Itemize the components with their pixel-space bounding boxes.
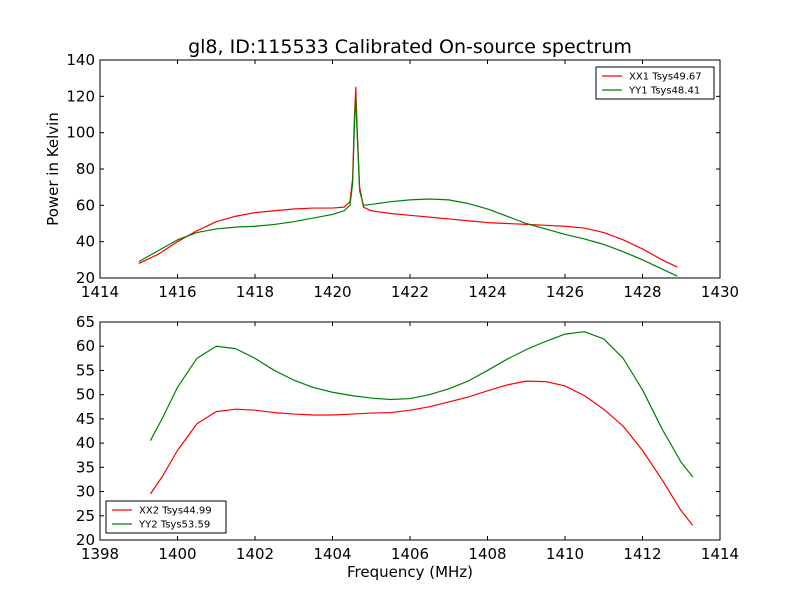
series-line-2: [149, 331, 694, 478]
x-axis-label: Frequency (MHz): [347, 563, 473, 581]
x-tick-label: 1414: [81, 283, 119, 301]
subplot-2: 1398 1400 1402 1404 1406 1408 1410 1412 1414 20 25…: [76, 313, 739, 581]
x-tick-label: 1424: [468, 283, 506, 301]
x-tick-label: 1426: [546, 283, 584, 301]
y-tick-label: 20: [76, 531, 95, 549]
y-tick-label: 55: [76, 361, 95, 379]
x-tick-label: 1406: [391, 545, 429, 563]
y-tick-label: 140: [66, 51, 95, 69]
y-tick-label: 60: [76, 337, 95, 355]
y-tick-label: 60: [76, 196, 95, 214]
y-tick-label: 45: [76, 410, 95, 428]
y-tick-label: 30: [76, 483, 95, 501]
legend-entry: YY1 Tsys48.41: [628, 86, 700, 97]
legend: XX1 Tsys49.67 YY1 Tsys48.41: [595, 66, 715, 100]
x-tick-label: 1430: [701, 283, 739, 301]
y-tick-label: 65: [76, 313, 95, 331]
y-tick-label: 100: [66, 124, 95, 142]
y-tick-label: 50: [76, 386, 95, 404]
y-tick-label: 35: [76, 458, 95, 476]
x-tick-label: 1408: [468, 545, 506, 563]
x-tick-label: 1412: [623, 545, 661, 563]
x-tick-label: 1428: [623, 283, 661, 301]
x-tick-label: 1418: [236, 283, 274, 301]
legend-entry: XX2 Tsys44.99: [139, 506, 212, 517]
y-tick-label: 25: [76, 507, 95, 525]
x-tick-label: 1400: [158, 545, 196, 563]
subplot-1: 1414 1416 1418 1420 1422 1424 1426 1428 1430 20 40…: [44, 51, 739, 301]
x-tick-label: 1404: [313, 545, 351, 563]
y-axis-label: Power in Kelvin: [44, 112, 62, 226]
x-tick-label: 1402: [236, 545, 274, 563]
y-tick-label: 40: [76, 233, 95, 251]
series-line-2: [138, 95, 678, 277]
x-tick-label: 1410: [546, 545, 584, 563]
x-tick-label: 1414: [701, 545, 739, 563]
x-tick-label: 1422: [391, 283, 429, 301]
y-tick-label: 20: [76, 269, 95, 287]
x-tick-label: 1398: [81, 545, 119, 563]
legend-box: [595, 66, 715, 100]
series-line-1: [138, 86, 678, 268]
x-tick-label: 1416: [158, 283, 196, 301]
y-tick-label: 120: [66, 87, 95, 105]
y-tick-label: 80: [76, 160, 95, 178]
legend: XX2 Tsys44.99 YY2 Tsys53.59: [105, 500, 227, 534]
legend-entry: XX1 Tsys49.67: [629, 72, 702, 83]
series-line-1: [149, 380, 694, 526]
x-tick-label: 1420: [313, 283, 351, 301]
y-tick-label: 40: [76, 434, 95, 452]
chart-title: gl8, ID:115533 Calibrated On-source spec…: [188, 36, 632, 58]
legend-box: [105, 500, 227, 534]
legend-entry: YY2 Tsys53.59: [138, 520, 210, 531]
